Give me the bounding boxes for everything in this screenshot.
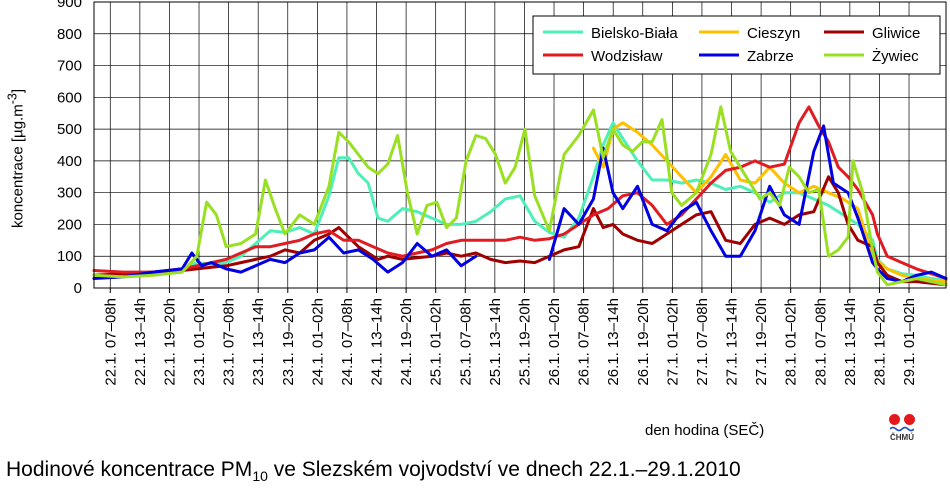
y-tick-label: 400 bbox=[57, 153, 82, 170]
x-tick-label: 26.1. 19–20h bbox=[635, 298, 652, 386]
chart: 0 100 200 300 400 500 600 700 800 900 22.1. 07–08… bbox=[57, 0, 948, 386]
y-tick-label: 600 bbox=[57, 89, 82, 106]
x-tick-label: 23.1. 07–08h bbox=[221, 298, 238, 386]
legend-label: Cieszyn bbox=[747, 25, 800, 42]
legend-label: Zabrze bbox=[747, 48, 794, 65]
x-tick-label: 26.1. 01–02h bbox=[546, 298, 563, 386]
x-tick-label: 25.1. 01–02h bbox=[428, 298, 445, 386]
y-axis-label: koncentrace [µg.m-3] bbox=[5, 89, 27, 228]
x-axis-ticks: 22.1. 07–08h 22.1. 13–14h 22.1. 19–20h 23.1… bbox=[102, 298, 918, 386]
x-tick-label: 25.1. 13–14h bbox=[487, 298, 504, 386]
plot-frame bbox=[93, 1, 947, 289]
x-tick-label: 25.1. 19–20h bbox=[516, 298, 533, 386]
logo-wave-icon bbox=[890, 426, 914, 432]
series-line-1 bbox=[591, 121, 948, 284]
x-axis-label: den hodina (SEČ) bbox=[645, 422, 765, 439]
x-tick-label: 28.1. 07–08h bbox=[812, 298, 829, 386]
y-tick-label: 500 bbox=[57, 121, 82, 138]
y-axis-ticks: 0 100 200 300 400 500 600 700 800 900 bbox=[57, 0, 82, 297]
x-tick-label: 26.1. 07–08h bbox=[576, 298, 593, 386]
x-tick-label: 23.1. 19–20h bbox=[280, 298, 297, 386]
legend-label: Żywiec bbox=[872, 47, 919, 65]
logo-dot-left bbox=[889, 414, 900, 425]
logo-dot-right bbox=[904, 414, 915, 425]
x-tick-label: 27.1. 13–14h bbox=[724, 298, 741, 386]
chmu-logo: ČHMÚ bbox=[884, 412, 920, 446]
legend-label: Wodzisław bbox=[591, 48, 663, 65]
x-tick-label: 24.1. 19–20h bbox=[398, 298, 415, 386]
x-tick-label: 23.1. 13–14h bbox=[250, 298, 267, 386]
y-tick-label: 300 bbox=[57, 185, 82, 202]
series-lines bbox=[92, 105, 948, 287]
series-line-5 bbox=[92, 105, 948, 287]
legend-label: Bielsko-Biała bbox=[591, 25, 678, 42]
x-tick-label: 28.1. 01–02h bbox=[783, 298, 800, 386]
x-tick-label: 28.1. 13–14h bbox=[842, 298, 859, 386]
legend: Bielsko-Biała Cieszyn Gliwice Wodzisław Zabr… bbox=[532, 15, 941, 75]
x-tick-label: 27.1. 01–02h bbox=[664, 298, 681, 386]
x-tick-label: 22.1. 13–14h bbox=[132, 298, 149, 386]
x-tick-label: 28.1. 19–20h bbox=[871, 298, 888, 386]
legend-label: Gliwice bbox=[872, 25, 920, 42]
x-tick-label: 25.1. 07–08h bbox=[457, 298, 474, 386]
x-tick-label: 22.1. 19–20h bbox=[161, 298, 178, 386]
legend-box bbox=[532, 15, 941, 75]
y-tick-label: 0 bbox=[74, 280, 82, 297]
y-axis-label-wrap: koncentrace [µg.m-3] bbox=[4, 40, 32, 280]
y-tick-label: 200 bbox=[57, 216, 82, 233]
y-tick-label: 800 bbox=[57, 26, 82, 43]
x-tick-label: 26.1. 13–14h bbox=[605, 298, 622, 386]
x-tick-label: 23.1. 01–02h bbox=[191, 298, 208, 386]
x-tick-label: 24.1. 07–08h bbox=[339, 298, 356, 386]
series-line-0 bbox=[92, 121, 948, 282]
chart-title: Hodinové koncentrace PM10 ve Slezském vo… bbox=[6, 458, 741, 485]
x-tick-label: 22.1. 07–08h bbox=[102, 298, 119, 386]
y-tick-label: 700 bbox=[57, 58, 82, 75]
x-tick-label: 29.1. 01–02h bbox=[901, 298, 918, 386]
x-tick-label: 27.1. 19–20h bbox=[753, 298, 770, 386]
logo-text: ČHMÚ bbox=[890, 433, 914, 442]
series-line-3 bbox=[92, 105, 948, 280]
x-tick-label: 24.1. 01–02h bbox=[309, 298, 326, 386]
y-tick-label: 900 bbox=[57, 0, 82, 11]
y-tick-label: 100 bbox=[57, 248, 82, 265]
x-tick-label: 27.1. 07–08h bbox=[694, 298, 711, 386]
x-tick-label: 24.1. 13–14h bbox=[369, 298, 386, 386]
